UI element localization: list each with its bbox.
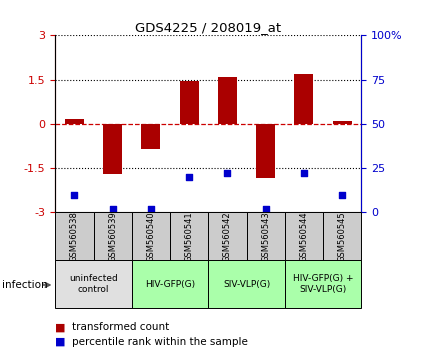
Bar	[256, 124, 275, 178]
Point	[262, 206, 269, 212]
Bar	[55, 212, 94, 260]
Text: HIV-GFP(G) +
SIV-VLP(G): HIV-GFP(G) + SIV-VLP(G)	[293, 274, 353, 294]
Text: GSM560538: GSM560538	[70, 211, 79, 262]
Bar	[218, 77, 237, 124]
Text: GSM560545: GSM560545	[337, 211, 347, 262]
Bar	[94, 212, 132, 260]
Bar	[141, 124, 160, 149]
Title: GDS4225 / 208019_at: GDS4225 / 208019_at	[135, 21, 281, 34]
Text: ■: ■	[55, 322, 66, 332]
Bar	[294, 74, 313, 124]
Point	[300, 171, 307, 176]
Bar	[208, 212, 246, 260]
Text: uninfected
control: uninfected control	[69, 274, 118, 294]
Bar	[170, 212, 208, 260]
Point	[109, 206, 116, 212]
Bar	[323, 212, 361, 260]
Point	[186, 174, 193, 180]
Bar	[285, 260, 361, 308]
Point	[147, 206, 154, 212]
Bar	[132, 212, 170, 260]
Text: GSM560539: GSM560539	[108, 211, 117, 262]
Text: GSM560543: GSM560543	[261, 211, 270, 262]
Bar	[179, 81, 198, 124]
Text: infection: infection	[2, 280, 48, 290]
Point	[224, 171, 231, 176]
Bar	[246, 212, 285, 260]
Text: HIV-GFP(G): HIV-GFP(G)	[145, 280, 195, 289]
Point	[71, 192, 78, 198]
Bar	[285, 212, 323, 260]
Text: ■: ■	[55, 337, 66, 347]
Text: percentile rank within the sample: percentile rank within the sample	[72, 337, 248, 347]
Bar	[103, 124, 122, 174]
Bar	[332, 121, 351, 124]
Bar	[208, 260, 285, 308]
Text: GSM560540: GSM560540	[146, 211, 156, 262]
Text: transformed count: transformed count	[72, 322, 170, 332]
Text: GSM560541: GSM560541	[184, 211, 194, 262]
Bar	[65, 119, 84, 124]
Point	[339, 192, 346, 198]
Text: GSM560544: GSM560544	[299, 211, 309, 262]
Text: GSM560542: GSM560542	[223, 211, 232, 262]
Bar	[55, 260, 132, 308]
Bar	[132, 260, 208, 308]
Text: SIV-VLP(G): SIV-VLP(G)	[223, 280, 270, 289]
